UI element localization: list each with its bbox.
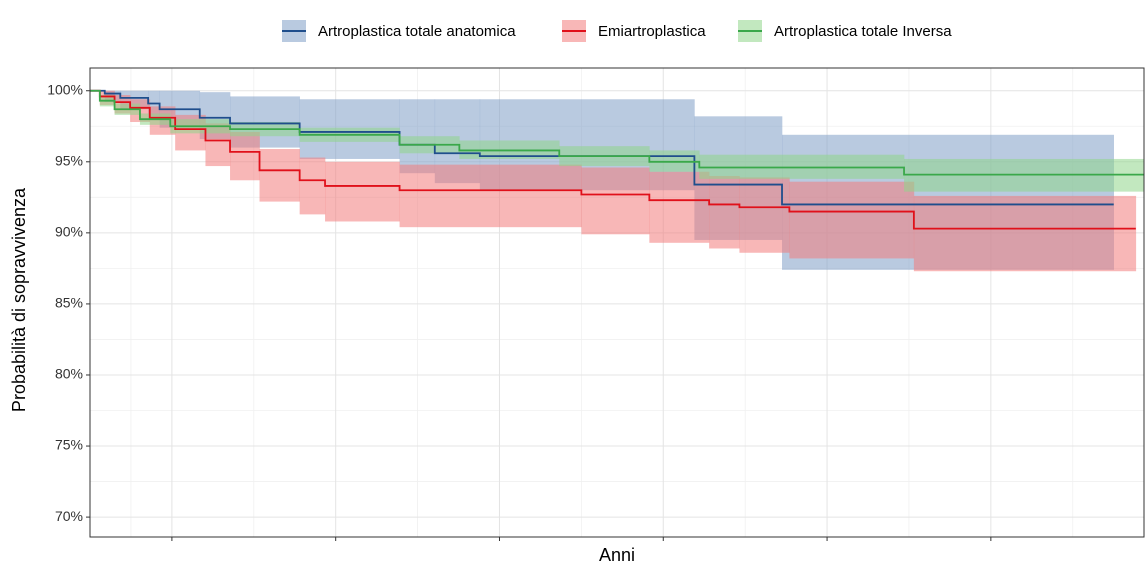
- y-tick-label: 70%: [55, 508, 83, 524]
- y-tick-label: 95%: [55, 153, 83, 169]
- confidence-band: [399, 164, 582, 228]
- confidence-band: [230, 131, 260, 181]
- confidence-band: [299, 157, 326, 215]
- confidence-band: [325, 161, 400, 222]
- y-axis-title: Probabilità di sopravvivenza: [9, 187, 29, 412]
- y-tick-label: 80%: [55, 366, 83, 382]
- confidence-band: [913, 195, 1137, 272]
- y-tick-label: 90%: [55, 224, 83, 240]
- confidence-band: [789, 181, 915, 259]
- y-tick-label: 85%: [55, 295, 83, 311]
- confidence-band: [709, 176, 740, 249]
- survival-line: [90, 89, 1136, 230]
- survival-line: [90, 89, 1114, 206]
- axes: 70% 75% 80% 85% 90% 95% 100%: [47, 67, 1145, 541]
- legend-label: Artroplastica totale anatomica: [318, 23, 516, 40]
- confidence-band: [259, 149, 300, 202]
- y-tick-label: 75%: [55, 437, 83, 453]
- confidence-band: [649, 171, 710, 243]
- confidence-band: [148, 90, 160, 120]
- legend-label: Artroplastica totale Inversa: [774, 23, 952, 40]
- plot-frame: [89, 67, 1145, 538]
- confidence-band: [581, 167, 650, 235]
- y-tick-label: 100%: [47, 81, 83, 97]
- bands: [90, 90, 1145, 272]
- x-axis-title: Anni: [599, 545, 635, 565]
- survival-line: [90, 89, 1144, 176]
- legend: Artroplastica totale anatomica Emiartropl…: [282, 20, 952, 42]
- lines: [90, 89, 1144, 230]
- legend-label: Emiartroplastica: [598, 23, 706, 40]
